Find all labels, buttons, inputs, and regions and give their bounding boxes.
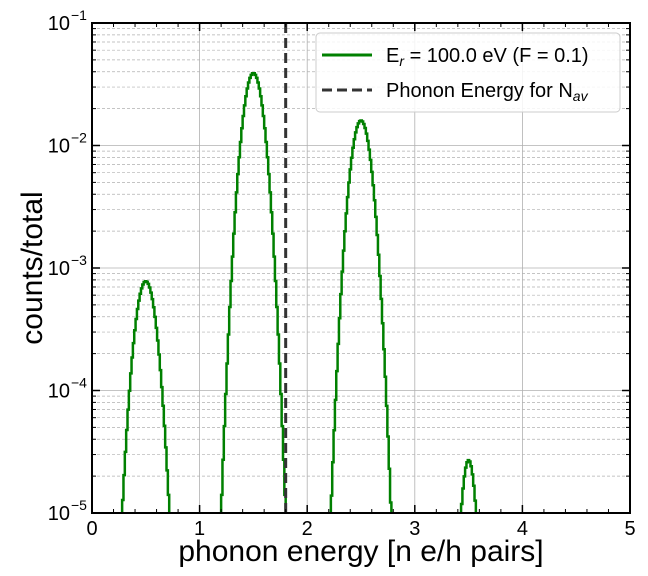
y-axis-label: counts/total [16, 191, 49, 344]
y-tick-base: 10 [48, 258, 70, 280]
x-axis-label: phonon energy [n e/h pairs] [178, 535, 543, 568]
series-0-peak-3 [459, 458, 478, 513]
y-tick-exponent: −2 [71, 130, 87, 146]
y-tick-exponent: −3 [71, 252, 87, 268]
legend: Er = 100.0 eV (F = 0.1) Phonon Energy fo… [315, 32, 621, 113]
series-0-peak-1 [219, 72, 287, 513]
y-tick-base: 10 [48, 136, 70, 158]
x-tick-label: 0 [86, 518, 97, 540]
ticks [91, 22, 631, 514]
y-tick-label: 10 [48, 381, 70, 403]
legend-label-series-0-post: = 100.0 eV (F = 0.1) [404, 45, 589, 67]
legend-label-series-1-sub: av [573, 88, 589, 104]
y-tick-base: 10 [48, 503, 70, 525]
y-tick-base: 10 [48, 13, 70, 35]
series-0-peak-2 [329, 119, 393, 513]
legend-label-series-0-sub: r [399, 53, 405, 69]
y-tick-exponent: −4 [71, 375, 87, 391]
x-tick-label: 2 [302, 518, 313, 540]
y-tick-label: 10 [48, 13, 70, 35]
x-tick-label: 3 [409, 518, 420, 540]
x-tick-label: 5 [624, 518, 635, 540]
x-tick-label: 1 [194, 518, 205, 540]
y-tick-label: 10 [48, 136, 70, 158]
legend-label-series-1: Phonon Energy for Nav [386, 80, 589, 104]
tick-labels: 0 1 2 3 4 510−510−410−310−210−1 [48, 7, 636, 540]
series-layer [120, 23, 478, 513]
y-tick-base: 10 [48, 381, 70, 403]
legend-box [315, 32, 621, 113]
legend-label-series-0-pre: E [386, 45, 399, 67]
legend-label-series-1-pre: Phonon Energy for N [386, 80, 573, 102]
series-0-peak-0 [120, 279, 171, 513]
x-tick-label: 4 [517, 518, 528, 540]
y-tick-exponent: −5 [71, 497, 87, 513]
y-tick-label: 10 [48, 503, 70, 525]
y-tick-exponent: −1 [71, 7, 87, 23]
legend-label-series-0: Er = 100.0 eV (F = 0.1) [386, 45, 589, 69]
y-tick-label: 10 [48, 258, 70, 280]
